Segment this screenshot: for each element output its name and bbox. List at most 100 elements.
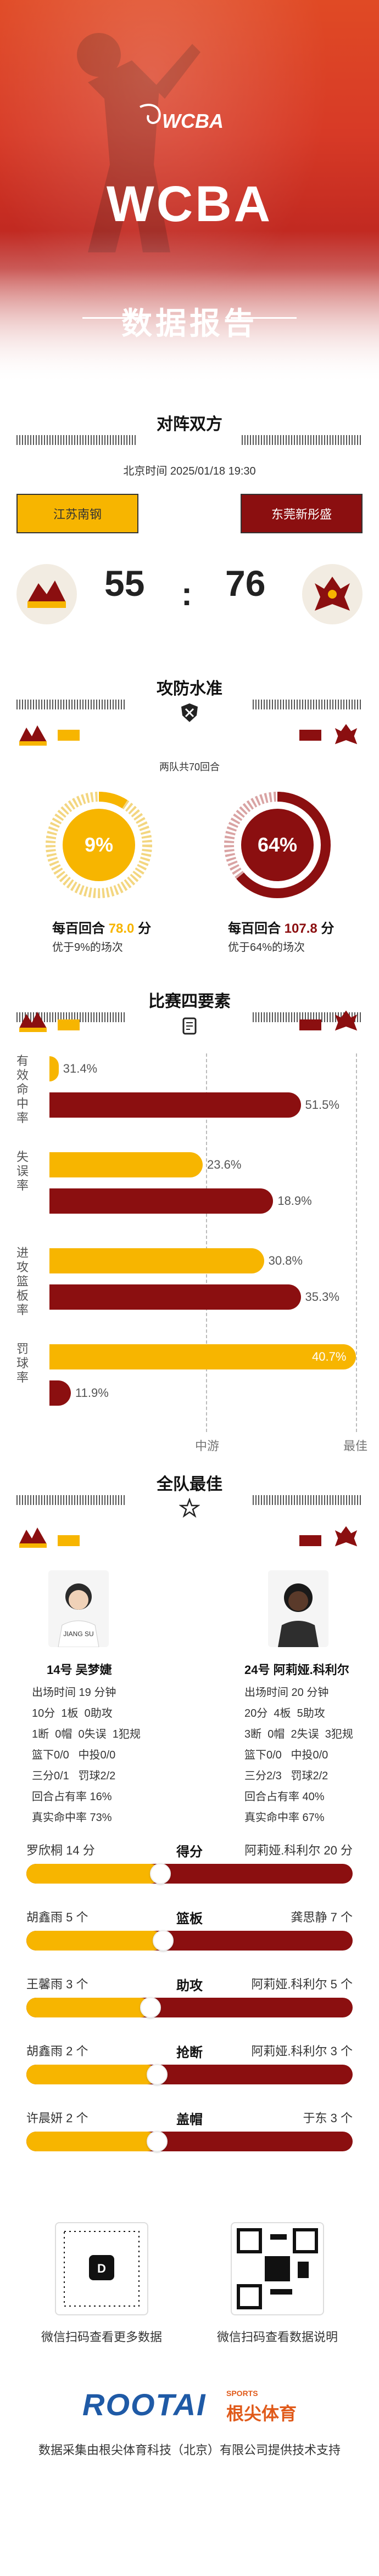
leader-home-name: 许晨妍 2 个 — [26, 2111, 88, 2125]
factor-value-away: 18.9% — [277, 1194, 312, 1208]
leader-away-name: 阿莉娅.科利尔 5 个 — [251, 1977, 353, 1991]
svg-text:JIANG SU: JIANG SU — [63, 1630, 93, 1638]
leader-divider-knob — [140, 1997, 161, 2018]
qr-code-more-data[interactable]: D — [55, 2222, 148, 2315]
leader-bar-home — [26, 1931, 164, 1951]
away-player-name: 24号 阿莉娅.科利尔 — [244, 1663, 349, 1677]
away-percentile: 64% — [258, 833, 297, 856]
rootai-logo: ROOTAI SPORTS 根尖体育 — [82, 2387, 297, 2423]
svg-text:WCBA: WCBA — [162, 110, 224, 132]
away-legend-swatch — [299, 1535, 321, 1546]
leader-divider-knob — [146, 2064, 168, 2085]
leader-category: 助攻 — [176, 1978, 203, 1993]
factor-bar-away — [49, 1092, 301, 1118]
away-legend-swatch — [299, 730, 321, 741]
section-header-matchup: 对阵双方 — [0, 410, 379, 445]
leader-home-name: 胡鑫雨 5 个 — [26, 1910, 88, 1924]
leader-divider-knob — [153, 1930, 174, 1951]
home-player-photo: JIANG SU — [48, 1570, 109, 1647]
home-team-label: 江苏南钢 — [16, 494, 138, 533]
leader-bar-home — [26, 2132, 157, 2151]
wcba-logo: WCBA — [140, 104, 224, 132]
leader-category: 盖帽 — [176, 2112, 203, 2127]
leader-away-name: 于东 3 个 — [303, 2111, 353, 2125]
away-player-stat: 20分 4板 5助攻 — [244, 1707, 325, 1720]
svg-text:D: D — [97, 2262, 106, 2275]
home-legend-swatch — [58, 1535, 80, 1546]
shield-icon — [181, 703, 198, 722]
home-ppp-value: 78.0 — [108, 921, 135, 936]
star-icon — [179, 1498, 200, 1518]
factor-value-home: 40.7% — [312, 1350, 347, 1363]
factor-value-home: 30.8% — [268, 1254, 303, 1267]
section-header-offense-defense: 攻防水准 — [0, 675, 379, 722]
report-title: 数据报告 — [121, 306, 258, 341]
factor-value-away: 51.5% — [305, 1098, 339, 1112]
factor-label: 罚球率 — [16, 1342, 29, 1384]
section-header-four-factors: 比赛四要素 — [0, 988, 379, 1035]
home-percentile: 9% — [85, 833, 113, 856]
scale-max-label: 最佳 — [343, 1439, 368, 1453]
away-ppp-value: 107.8 — [284, 921, 317, 936]
away-player-stat: 三分2/3 罚球2/2 — [244, 1770, 328, 1782]
home-player-stat: 篮下0/0 中投0/0 — [32, 1749, 116, 1761]
away-team-label: 东莞新彤盛 — [241, 494, 363, 533]
leader-category: 得分 — [176, 1845, 203, 1859]
leader-home-name: 王馨雨 3 个 — [26, 1977, 88, 1991]
away-team-logo-small — [335, 724, 358, 745]
home-team-logo-small — [19, 1527, 47, 1548]
home-team-logo-small — [19, 1012, 47, 1032]
home-player-name: 14号 吴梦婕 — [47, 1663, 112, 1677]
home-player-stat: 1断 0帽 0失误 1犯规 — [32, 1728, 141, 1740]
scale-midline — [206, 1053, 207, 1432]
data-credit: 数据采集由根尖体育科技（北京）有限公司提供技术支持 — [38, 2443, 341, 2457]
away-team-logo — [302, 564, 363, 624]
factor-label: 失误率 — [16, 1150, 29, 1192]
scale-maxline — [356, 1053, 357, 1432]
away-team-logo-small — [335, 1010, 358, 1031]
away-score: 76 — [225, 563, 266, 604]
factor-bar-home — [49, 1152, 203, 1177]
home-ppp: 每百回合 78.0 分 — [52, 921, 152, 936]
factor-bar-home — [49, 1056, 59, 1081]
away-legend-swatch — [299, 1019, 321, 1030]
hero-banner: WCBA WCBA 数据报告 — [0, 0, 379, 384]
home-player-stat: 出场时间 19 分钟 — [32, 1687, 116, 1699]
leader-divider-knob — [146, 2131, 168, 2152]
possessions-note: 两队共70回合 — [159, 762, 220, 773]
factor-value-home: 31.4% — [63, 1062, 98, 1075]
leader-bar-home — [26, 1864, 160, 1884]
leader-away-name: 阿莉娅.科利尔 20 分 — [244, 1844, 353, 1857]
away-player-stat: 真实命中率 67% — [244, 1812, 325, 1824]
away-player-photo — [268, 1570, 328, 1647]
away-player-stat: 篮下0/0 中投0/0 — [244, 1749, 328, 1761]
leader-divider-knob — [149, 1863, 171, 1884]
home-legend-swatch — [58, 730, 80, 741]
qr-left-caption: 微信扫码查看更多数据 — [41, 2330, 162, 2344]
factor-value-away: 35.3% — [305, 1290, 339, 1304]
clipboard-icon — [182, 1017, 197, 1035]
leader-bar-home — [26, 2065, 157, 2084]
factor-bar-home — [49, 1248, 264, 1273]
home-player-stat: 三分0/1 罚球2/2 — [32, 1770, 116, 1782]
home-score: 55 — [104, 563, 145, 604]
away-ppp: 每百回合 107.8 分 — [228, 921, 335, 936]
divider — [82, 317, 148, 319]
scale-mid-label: 中游 — [195, 1439, 220, 1453]
away-player-stat: 回合占有率 40% — [244, 1791, 325, 1803]
factor-value-home: 23.6% — [207, 1158, 242, 1171]
leader-category: 篮板 — [176, 1912, 203, 1926]
divider — [231, 317, 297, 319]
leader-home-name: 罗欣桐 14 分 — [26, 1844, 95, 1857]
qr-right-caption: 微信扫码查看数据说明 — [216, 2330, 338, 2344]
home-player-stat: 回合占有率 16% — [32, 1791, 112, 1803]
leader-bar-home — [26, 1998, 151, 2017]
score-separator: : — [181, 576, 192, 612]
leader-category: 抢断 — [176, 2045, 203, 2060]
away-player-stat: 出场时间 20 分钟 — [244, 1687, 329, 1699]
home-player-stat: 真实命中率 73% — [32, 1812, 112, 1824]
factor-bar-away — [49, 1284, 301, 1310]
leader-home-name: 胡鑫雨 2 个 — [26, 2044, 88, 2058]
qr-code-data-guide[interactable] — [231, 2222, 324, 2315]
away-percentile-donut: 64% — [224, 792, 331, 898]
